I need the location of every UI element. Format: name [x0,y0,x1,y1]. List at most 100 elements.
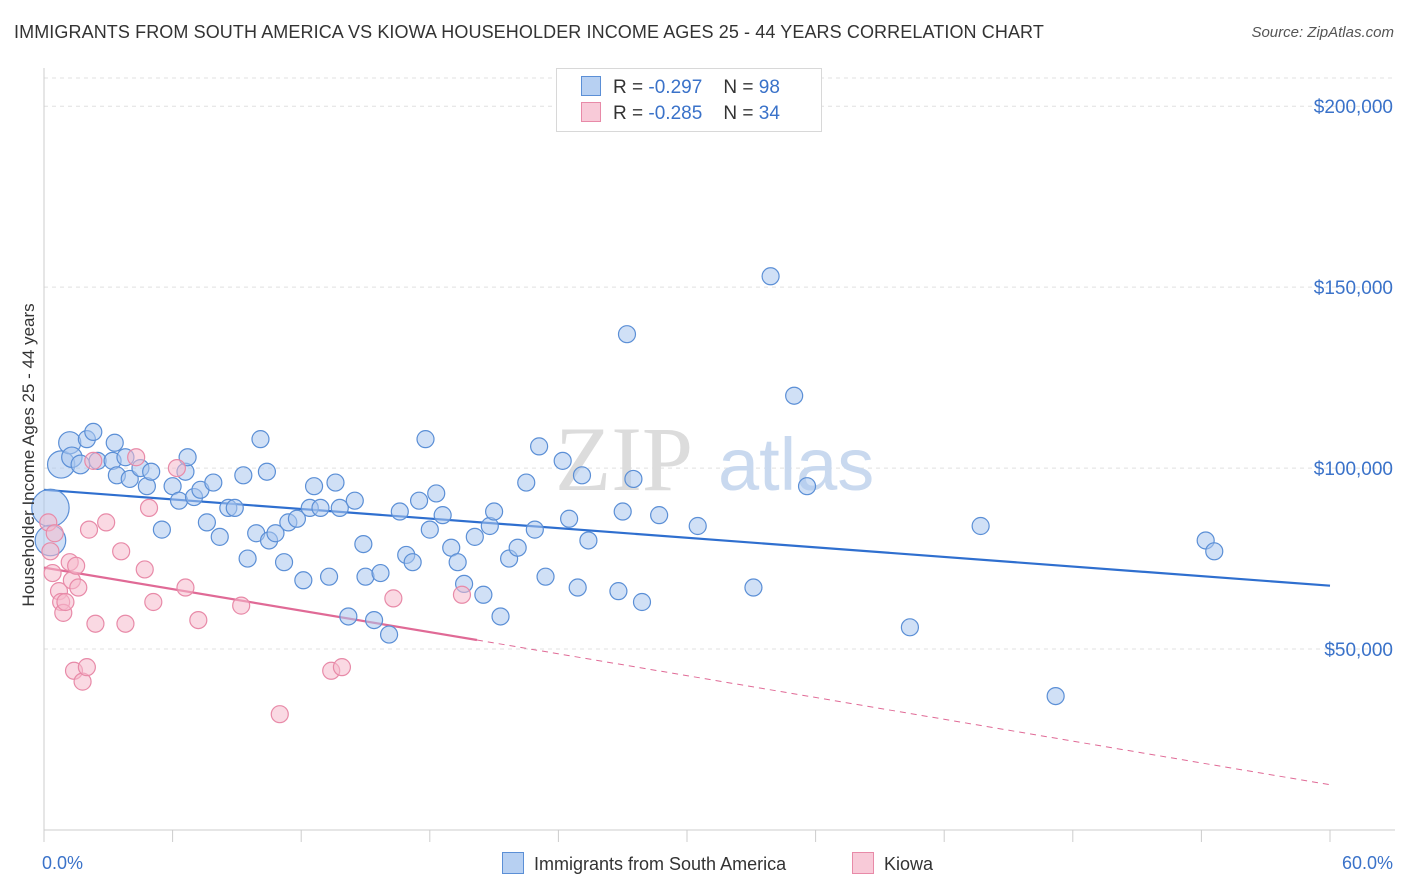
point-south-america [420,520,439,539]
watermark-zip: ZIP [555,408,693,510]
point-south-america [525,520,544,539]
point-south-america [204,473,223,492]
legend-row-south-america: R = -0.297 N = 98 [581,76,780,100]
point-kiowa [77,658,96,677]
point-south-america [197,513,216,532]
point-kiowa [232,596,251,615]
legend-n-label: N = [723,103,754,124]
point-south-america [266,524,285,543]
point-kiowa [69,578,88,597]
point-south-america [354,534,373,554]
point-south-america [797,477,817,496]
bottom-legend-kiowa: Kiowa [852,852,933,875]
legend-swatch-blue [581,76,601,96]
point-south-america [287,509,307,528]
legend-r-value: -0.285 [648,103,703,124]
point-south-america [572,466,592,485]
point-south-america [761,267,780,286]
y-axis-title: Householder Income Ages 25 - 44 years [19,303,38,606]
point-south-america [433,506,452,525]
trend-line-kiowa-extension [476,639,1331,786]
point-south-america [465,527,484,546]
point-south-america [553,451,572,470]
point-kiowa [41,542,60,561]
trend-lines [43,488,1331,786]
point-south-america [448,553,467,572]
watermark: ZIP atlas [555,408,874,510]
point-south-america [319,567,339,586]
point-south-america [105,433,124,452]
point-south-america [210,527,229,546]
point-south-america [225,498,244,518]
point-south-america [326,473,345,492]
point-south-america [624,469,643,489]
point-south-america [971,516,990,536]
point-kiowa [116,614,135,633]
source-label: Source: ZipAtlas.com [1251,24,1394,41]
x-tick-label: 60.0% [1342,853,1393,873]
point-south-america [169,491,189,510]
point-south-america [785,386,804,405]
point-south-america [251,430,270,449]
chart-title: IMMIGRANTS FROM SOUTH AMERICA VS KIOWA H… [14,22,1044,42]
axis-labels: $50,000 $100,000 $150,000 $200,000 0.0% 60.0%… [19,97,1393,873]
point-south-america [474,585,493,604]
point-kiowa [43,563,62,583]
point-south-america [84,422,103,442]
y-tick-label: $200,000 [1314,97,1393,118]
point-kiowa [112,542,131,561]
legend-swatch-pink [581,102,601,122]
bottom-legend-south-america: Immigrants from South America [502,852,786,875]
legend-r-label: R = [613,77,644,98]
point-kiowa [176,578,195,597]
point-south-america [311,498,330,518]
point-south-america [238,549,257,568]
point-kiowa [135,560,154,579]
point-south-america [274,553,294,572]
point-south-america [371,563,390,583]
legend-r-value: -0.297 [648,77,703,98]
point-south-america [409,491,429,510]
point-kiowa [79,520,99,539]
point-south-america [530,437,549,456]
legend-n-value: 98 [758,77,780,98]
bottom-legend-label: Immigrants from South America [534,854,787,874]
point-south-america [613,502,632,521]
point-south-america [650,506,669,525]
point-south-america [379,625,399,644]
point-south-america [390,502,409,521]
point-south-america [330,498,349,518]
bottom-legend-label: Kiowa [884,854,934,874]
point-south-america [688,516,707,536]
point-kiowa [97,513,116,532]
legend-n-value: 34 [758,103,780,124]
point-south-america [345,491,364,510]
point-south-america [120,469,139,489]
y-tick-label: $150,000 [1314,278,1393,299]
point-south-america [744,578,763,597]
point-south-america [491,607,510,626]
point-south-america [536,567,555,586]
point-south-america [178,448,197,467]
point-kiowa [45,524,64,543]
point-south-america [517,473,536,492]
point-kiowa [139,498,159,518]
point-south-america [609,582,628,601]
point-kiowa [86,614,105,633]
bottom-legend-swatch-blue [502,852,524,874]
point-south-america [364,610,384,630]
point-south-america [152,520,171,539]
legend-n-label: N = [723,77,754,98]
point-kiowa [189,610,208,630]
point-south-america [294,571,313,590]
point-south-america [900,618,920,637]
y-tick-label: $50,000 [1324,640,1393,661]
point-south-america [485,502,504,521]
point-kiowa [67,556,86,575]
y-tick-label: $100,000 [1314,459,1393,480]
point-south-america [416,430,435,449]
point-south-america [560,509,579,528]
data-points [31,267,1224,724]
bottom-legend-swatch-pink [852,852,874,874]
